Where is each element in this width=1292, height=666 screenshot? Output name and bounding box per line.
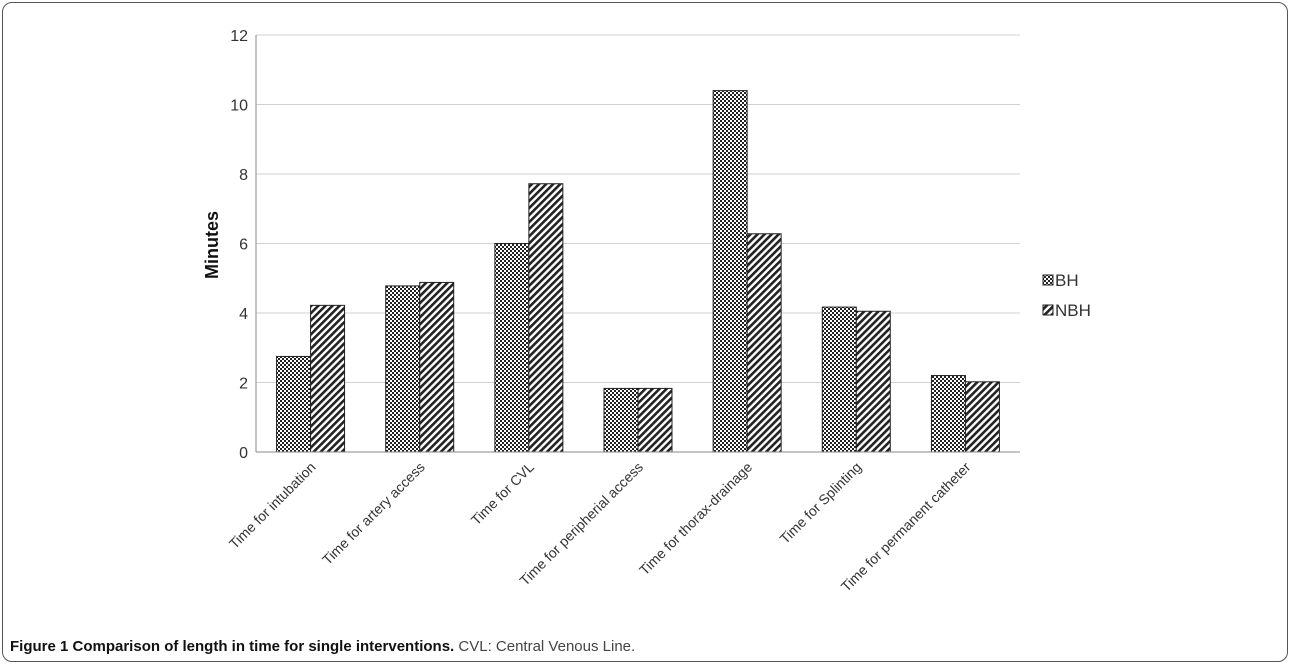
caption-title: Figure 1 Comparison of length in time fo…: [10, 638, 455, 655]
x-tick-label: Time for intubation: [226, 459, 319, 552]
bar-bh-1: [385, 285, 421, 453]
y-tick-label: 12: [230, 28, 248, 45]
y-axis-title: Minutes: [202, 211, 222, 279]
y-tick-label: 8: [239, 167, 248, 184]
bar-nbh-0: [310, 304, 346, 453]
y-tick-label: 6: [239, 237, 248, 254]
bar-bh-3: [603, 387, 639, 453]
bars: [276, 90, 1000, 453]
y-tick-label: 0: [239, 445, 248, 462]
legend-label-bh: BH: [1055, 271, 1079, 290]
x-tick-label: Time for Splinting: [776, 459, 864, 547]
bar-bh-6: [930, 375, 966, 453]
figure-caption: Figure 1 Comparison of length in time fo…: [10, 638, 635, 655]
legend-swatch-nbh: [1042, 304, 1054, 316]
bar-nbh-2: [528, 183, 564, 453]
bar-nbh-1: [419, 281, 455, 453]
bar-nbh-6: [964, 381, 1000, 453]
x-tick-label: Time for artery access: [319, 459, 428, 568]
x-tick-label: Time for permanent catheter: [838, 459, 974, 595]
bar-nbh-3: [637, 387, 673, 453]
legend-swatch-bh: [1042, 274, 1054, 286]
legend: BH NBH: [1042, 271, 1091, 320]
bar-bh-2: [494, 243, 530, 453]
y-tick-label: 10: [230, 98, 248, 115]
bar-bh-5: [821, 306, 857, 453]
bar-bh-4: [712, 90, 748, 453]
bar-nbh-5: [855, 310, 891, 453]
bar-nbh-4: [746, 233, 782, 453]
y-tick-label: 4: [239, 306, 248, 323]
y-tick-label: 2: [239, 376, 248, 393]
bar-chart: 0 2 4 6 8 10 12 Time for intubation Time for art…: [202, 28, 1091, 595]
x-tick-label: Time for thorax-drainage: [636, 459, 755, 578]
x-tick-label: Time for peripherial access: [516, 459, 646, 589]
x-tick-label: Time for CVL: [468, 459, 537, 528]
legend-label-nbh: NBH: [1055, 301, 1091, 320]
caption-note: CVL: Central Venous Line.: [458, 638, 636, 655]
bar-bh-0: [276, 355, 312, 453]
gridlines: [256, 34, 1020, 383]
